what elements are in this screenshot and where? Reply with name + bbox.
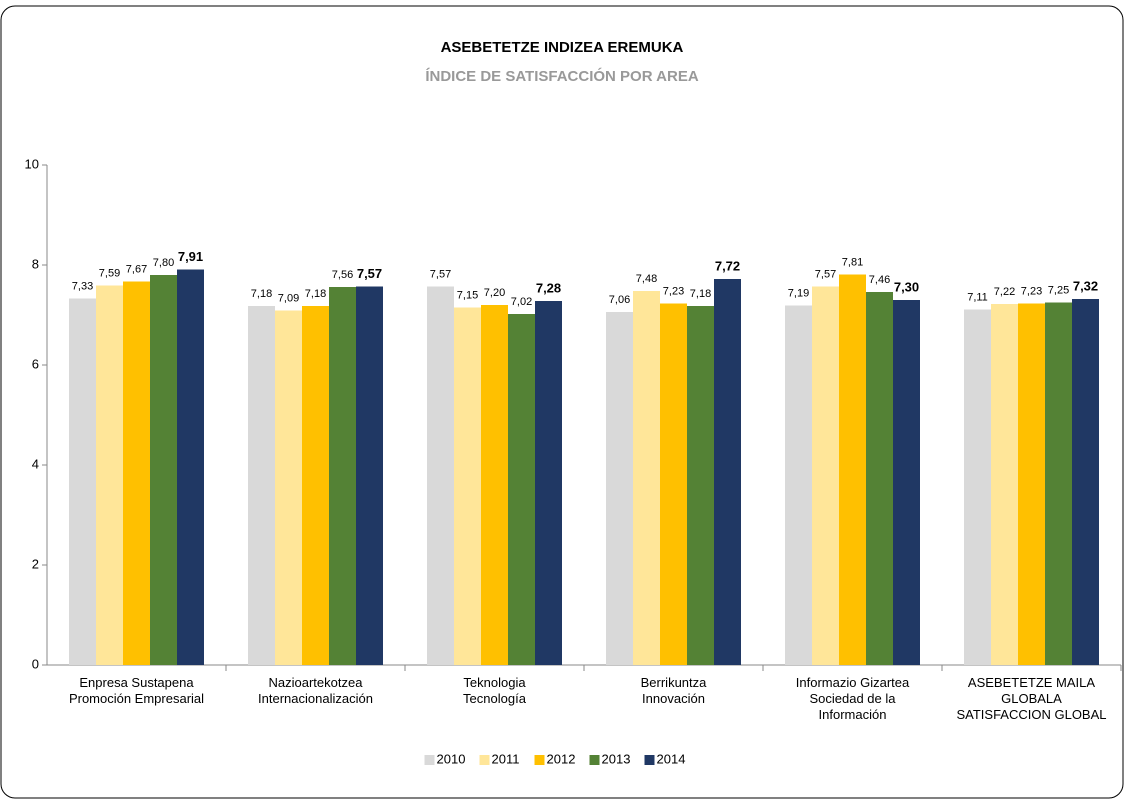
x-tick-label: Berrikuntza Innovación (640, 675, 707, 706)
value-label: 7,91 (178, 249, 203, 264)
bar (1045, 302, 1072, 665)
value-label: 7,11 (967, 291, 988, 303)
value-label: 7,15 (457, 289, 478, 301)
legend-label: 2011 (492, 751, 520, 766)
bar (633, 291, 660, 665)
bar (248, 306, 275, 665)
chart-subtitle: ÍNDICE DE SATISFACCIÓN POR AREA (425, 67, 699, 85)
value-label: 7,30 (894, 279, 919, 294)
legend-label: 2014 (657, 751, 686, 766)
bar (275, 310, 302, 665)
value-label: 7,56 (332, 269, 353, 281)
bar (123, 281, 150, 665)
y-tick-label: 8 (32, 256, 39, 271)
value-label: 7,80 (153, 257, 174, 269)
bar (69, 298, 96, 665)
value-label: 7,33 (72, 280, 93, 292)
value-label: 7,02 (511, 296, 532, 308)
bar (839, 274, 866, 665)
bar (785, 305, 812, 665)
bar (454, 307, 481, 665)
value-label: 7,19 (788, 287, 809, 299)
y-tick-label: 4 (32, 456, 39, 471)
bar (714, 279, 741, 665)
value-label: 7,57 (815, 268, 836, 280)
value-label: 7,09 (278, 292, 299, 304)
legend-swatch (644, 755, 655, 765)
legend-label: 2013 (602, 751, 631, 766)
value-label: 7,28 (536, 280, 561, 295)
bar (812, 286, 839, 665)
bar (606, 312, 633, 665)
legend-swatch (589, 755, 600, 765)
chart-title: ASEBETETZE INDIZEA EREMUKA (441, 39, 684, 56)
value-label: 7,20 (484, 287, 505, 299)
bar (356, 286, 383, 665)
value-label: 7,23 (663, 285, 684, 297)
bar (893, 300, 920, 665)
bar (964, 309, 991, 665)
bar (329, 287, 356, 665)
legend-label: 2012 (547, 751, 576, 766)
value-label: 7,25 (1048, 284, 1069, 296)
value-label: 7,59 (99, 267, 120, 279)
value-label: 7,46 (869, 274, 890, 286)
bar (177, 269, 204, 665)
bar (96, 285, 123, 665)
bar (427, 286, 454, 665)
value-label: 7,57 (357, 266, 382, 281)
value-label: 7,18 (690, 288, 711, 300)
value-label: 7,22 (994, 286, 1015, 298)
bar (1018, 303, 1045, 665)
x-tick-label: Informazio Gizartea Sociedad de la Infor… (795, 675, 910, 722)
bar (991, 304, 1018, 665)
y-tick-label: 6 (32, 356, 39, 371)
x-tick-label: Teknologia Tecnología (463, 675, 526, 706)
x-tick-label: Nazioartekotzea Internacionalización (258, 675, 373, 706)
value-label: 7,32 (1073, 278, 1098, 293)
value-label: 7,81 (842, 256, 863, 268)
legend-swatch (479, 755, 490, 765)
bar (508, 314, 535, 665)
bar (1072, 299, 1099, 665)
value-label: 7,06 (609, 294, 630, 306)
y-tick-label: 10 (25, 156, 39, 171)
bar (660, 303, 687, 665)
legend-swatch (424, 755, 435, 765)
legend-swatch (534, 755, 545, 765)
legend-label: 2010 (437, 751, 466, 766)
value-label: 7,72 (715, 258, 740, 273)
value-label: 7,18 (305, 288, 326, 300)
bar (302, 306, 329, 665)
bar (481, 305, 508, 665)
bar (150, 275, 177, 665)
value-label: 7,23 (1021, 285, 1042, 297)
bar (866, 292, 893, 665)
y-tick-label: 2 (32, 556, 39, 571)
y-tick-label: 0 (32, 656, 39, 671)
x-tick-label: Enpresa Sustapena Promoción Empresarial (68, 675, 205, 706)
value-label: 7,18 (251, 288, 272, 300)
bar (687, 306, 714, 665)
value-label: 7,57 (430, 268, 451, 280)
x-tick-label: ASEBETETZE MAILA GLOBALA SATISFACCION GL… (956, 675, 1107, 722)
value-label: 7,67 (126, 263, 147, 275)
value-label: 7,48 (636, 273, 657, 285)
bar (535, 301, 562, 665)
